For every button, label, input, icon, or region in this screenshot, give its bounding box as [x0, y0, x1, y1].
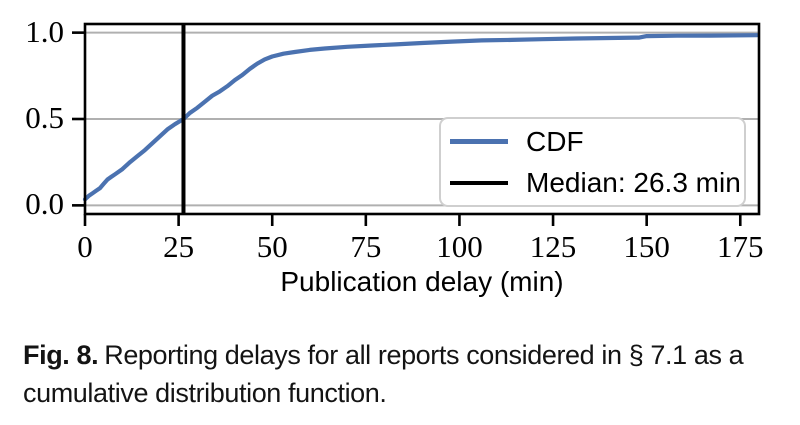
legend-item-median: Median: 26.3 min: [441, 163, 744, 203]
cdf-chart: Publication delay (min) CDF Median: 26.3…: [25, 13, 764, 297]
legend-label-median: Median: 26.3 min: [526, 166, 741, 198]
x-tick-label: 75: [350, 229, 382, 264]
cdf-curve: [82, 33, 760, 202]
plot-canvas: [72, 22, 761, 226]
x-tick-label: 125: [529, 229, 577, 264]
legend: CDF Median: 26.3 min: [439, 117, 746, 207]
x-tick-label: 0: [77, 229, 93, 264]
figure-caption: Fig. 8. Reporting delays for all reports …: [23, 336, 789, 412]
caption-figure-number: Fig. 8.: [23, 340, 99, 370]
legend-label-cdf: CDF: [526, 125, 584, 157]
x-tick-label: 25: [163, 229, 195, 264]
y-tick-label: 1.0: [25, 13, 64, 49]
x-tick-label: 50: [256, 229, 288, 264]
x-axis-label: Publication delay (min): [280, 266, 564, 297]
cdf-line-swatch: [450, 139, 508, 144]
median-line-swatch: [450, 180, 508, 185]
plot-spines: [83, 22, 761, 216]
y-tick-label: 0.0: [25, 186, 64, 222]
legend-item-cdf: CDF: [441, 122, 744, 162]
caption-text: Reporting delays for all reports conside…: [23, 340, 744, 408]
x-tick-label: 150: [623, 229, 670, 264]
x-tick-label: 175: [717, 229, 764, 264]
x-tick-label: 100: [436, 229, 483, 264]
y-tick-label: 0.5: [25, 100, 64, 135]
